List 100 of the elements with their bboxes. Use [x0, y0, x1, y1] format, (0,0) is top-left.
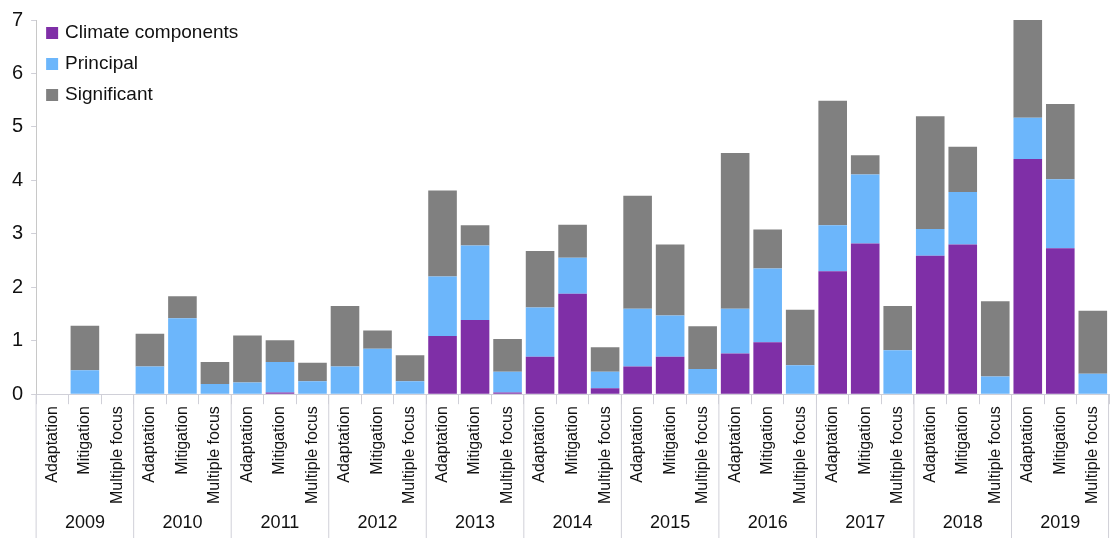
bar [1045, 248, 1075, 394]
x-tick-label: Multiple focus [400, 406, 418, 505]
x-tick-label: Mitigation [465, 406, 483, 475]
x-tick-label: Adaptation [42, 406, 60, 483]
bar [818, 225, 847, 272]
x-tick-label: Multiple focus [985, 406, 1003, 505]
bar [753, 229, 782, 269]
bar [720, 308, 750, 354]
legend-label: Significant [65, 83, 154, 105]
bar [1013, 117, 1043, 159]
y-tick-label: 0 [12, 381, 24, 404]
bar [525, 250, 555, 308]
bar [460, 245, 490, 320]
text: 2009 [64, 511, 105, 532]
x-tick-label: Adaptation [725, 406, 743, 483]
x-tick-label: Mitigation [563, 406, 580, 475]
bar [688, 369, 717, 394]
bar [363, 348, 392, 394]
y-tick-label: 1 [12, 328, 24, 351]
x-tick-label: Adaptation [140, 406, 158, 483]
bar [330, 305, 360, 367]
bar [558, 293, 587, 394]
x-tick-label: Multiple focus [1083, 406, 1101, 505]
bar [135, 333, 165, 367]
bar [883, 350, 913, 394]
bar [688, 326, 717, 370]
bar [265, 362, 295, 393]
x-tick-label: Multiple focus [790, 406, 808, 505]
bar [168, 296, 197, 319]
bar [623, 195, 652, 309]
bar [785, 309, 815, 366]
bar [460, 319, 490, 394]
x-tick-label: Multiple focus [497, 406, 515, 505]
bar [1078, 310, 1108, 374]
bar [233, 382, 262, 394]
x-tick-label: Adaptation [237, 406, 255, 483]
bar [850, 155, 880, 175]
bar [1045, 103, 1075, 180]
bar [298, 381, 327, 394]
bar [915, 116, 945, 230]
text: 2016 [747, 511, 788, 532]
bar [818, 100, 847, 226]
bar [200, 362, 230, 385]
bar [948, 146, 978, 193]
bar [428, 276, 457, 336]
bar [948, 192, 978, 245]
x-tick-label: Adaptation [628, 406, 646, 483]
bar [720, 353, 750, 394]
bar [460, 225, 490, 246]
bar [135, 366, 165, 394]
legend-label: Principal [65, 52, 138, 74]
bar [330, 366, 360, 394]
x-tick-label: Mitigation [270, 406, 288, 475]
text: 2015 [650, 511, 691, 532]
bar [623, 366, 652, 394]
text: 2012 [357, 511, 398, 532]
bar [753, 268, 782, 343]
y-tick-label: 6 [12, 60, 24, 83]
bar [525, 356, 555, 394]
bar [720, 153, 750, 309]
y-tick-label: 2 [12, 274, 24, 297]
bar [428, 190, 457, 277]
bar [168, 318, 197, 394]
text: 2011 [260, 511, 300, 532]
bar [558, 257, 587, 294]
x-tick-label: Adaptation [1018, 406, 1036, 483]
x-tick-label: Multiple focus [693, 406, 711, 505]
bar [395, 381, 425, 394]
bar [200, 384, 230, 394]
bar [1013, 158, 1043, 394]
bar [850, 174, 880, 244]
bar [428, 335, 457, 394]
bar [525, 307, 555, 357]
x-tick-label: Multiple focus [888, 406, 906, 505]
x-tick-label: Adaptation [335, 406, 353, 483]
x-tick-label: Mitigation [367, 406, 385, 475]
x-tick-label: Adaptation [530, 406, 548, 483]
bar [1078, 373, 1108, 394]
bar [590, 347, 620, 372]
bar [753, 342, 782, 394]
x-tick-label: Multiple focus [205, 406, 223, 505]
y-tick-label: 4 [12, 167, 24, 190]
text: 2017 [845, 511, 886, 532]
bar [363, 330, 392, 349]
x-tick-label: Adaptation [920, 406, 938, 483]
x-tick-label: Mitigation [660, 406, 678, 475]
y-tick-label: 7 [12, 7, 24, 30]
bar [850, 243, 880, 394]
x-tick-label: Mitigation [855, 406, 873, 475]
x-tick-label: Mitigation [1050, 406, 1068, 475]
text: 2013 [455, 511, 496, 532]
legend-label: Climate components [65, 21, 239, 43]
x-tick-label: Mitigation [172, 406, 190, 475]
bar [395, 355, 425, 382]
bar [948, 244, 978, 394]
text: 2014 [552, 511, 593, 532]
x-tick-label: Mitigation [953, 406, 971, 475]
text: 2010 [162, 511, 203, 532]
bar [1045, 179, 1075, 249]
bar [590, 371, 620, 389]
